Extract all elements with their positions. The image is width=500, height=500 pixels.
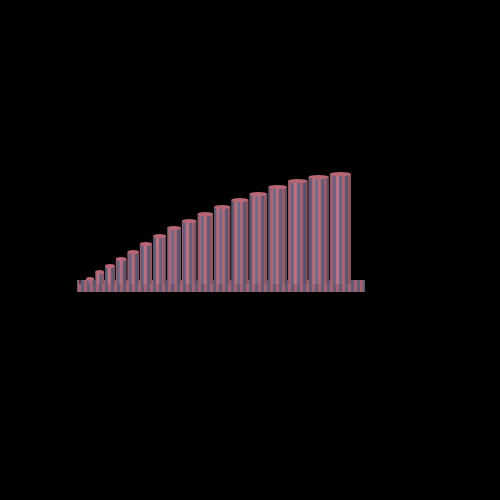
bar	[116, 259, 127, 284]
bar-shade	[105, 266, 115, 284]
bar	[105, 266, 115, 284]
bar-shade	[127, 252, 138, 284]
bar-shade	[140, 244, 152, 284]
bar-cap	[95, 270, 104, 274]
bar-cap	[330, 172, 351, 176]
bar	[182, 221, 197, 284]
bar-shade	[182, 221, 197, 284]
bar-shade	[309, 177, 329, 284]
bar-cap	[198, 212, 213, 216]
bar-cap	[231, 198, 248, 202]
bar-shade	[231, 200, 248, 284]
bar	[198, 214, 213, 284]
bar-cap	[86, 277, 94, 281]
bars	[86, 172, 351, 284]
bar	[231, 200, 248, 284]
bar-cap	[182, 219, 197, 223]
bar-cap	[105, 264, 115, 268]
bar-cap	[127, 250, 138, 254]
chart	[0, 0, 500, 500]
bar	[288, 181, 308, 284]
bar	[127, 252, 138, 284]
bar	[249, 194, 267, 284]
bar-shade	[153, 236, 166, 284]
bar-shade	[249, 194, 267, 284]
bar-cap	[140, 242, 152, 246]
bar-shade	[330, 174, 351, 284]
bar	[214, 207, 230, 284]
bar	[153, 236, 166, 284]
bar-shade	[214, 207, 230, 284]
bar	[140, 244, 152, 284]
bar-cap	[288, 179, 308, 183]
bar-shade	[116, 259, 127, 284]
bar-cap	[309, 175, 329, 179]
bar-cap	[214, 205, 230, 209]
bar-shade	[167, 228, 181, 284]
bar-cap	[167, 226, 181, 230]
bar-cap	[116, 257, 127, 261]
bar-shade	[198, 214, 213, 284]
y-axis-line	[80, 164, 81, 284]
bar-cap	[153, 234, 166, 238]
bar-shade	[288, 181, 308, 284]
bar-cap	[268, 185, 287, 189]
bar-cap	[249, 192, 267, 196]
bar	[330, 174, 351, 284]
bar	[309, 177, 329, 284]
bar	[167, 228, 181, 284]
bar-shade	[268, 187, 287, 284]
bar	[268, 187, 287, 284]
